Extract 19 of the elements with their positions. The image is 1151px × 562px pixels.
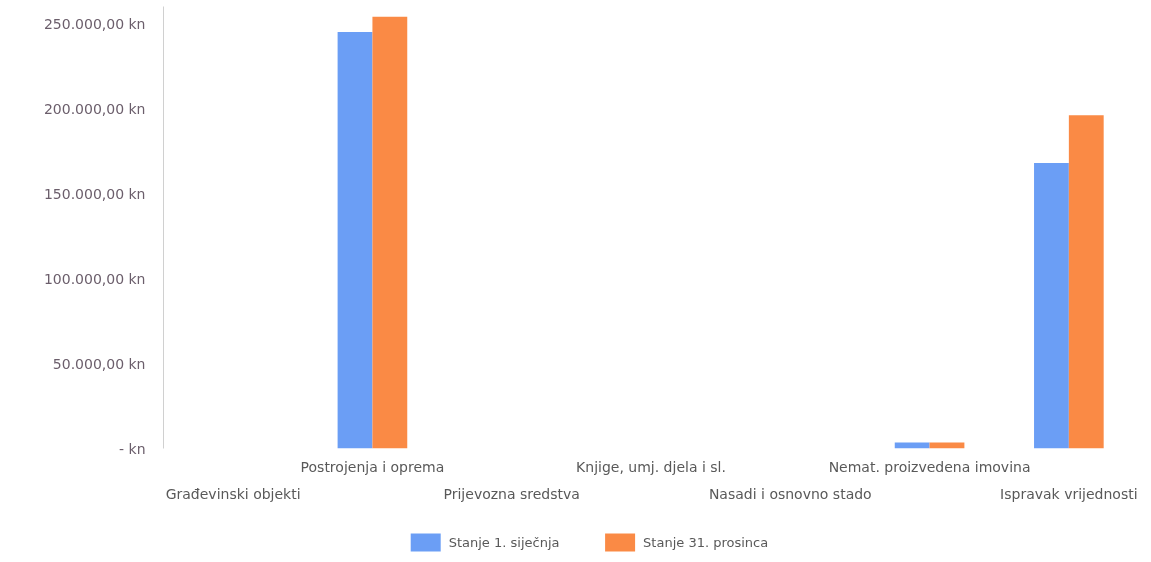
y-tick-label: 100.000,00 kn: [43, 270, 146, 287]
x-tick-label: Građevinski objekti: [165, 485, 301, 502]
x-tick-label: Nasadi i osnovno stado: [708, 485, 872, 502]
y-tick-label: 50.000,00 kn: [52, 355, 146, 372]
bar: [372, 16, 408, 449]
x-tick-label: Postrojenja i oprema: [300, 458, 445, 475]
x-tick-label: Prijevozna sredstva: [443, 485, 580, 502]
y-tick-label: 150.000,00 kn: [43, 185, 146, 202]
legend-label: Stanje 31. prosinca: [643, 535, 769, 550]
y-tick-label: 200.000,00 kn: [43, 100, 146, 117]
y-tick-label: 250.000,00 kn: [43, 15, 146, 32]
x-tick-label: Knjige, umj. djela i sl.: [576, 458, 726, 475]
bar: [337, 32, 373, 449]
legend-label: Stanje 1. siječnja: [448, 535, 560, 550]
x-tick-label: Nemat. proizvedena imovina: [828, 458, 1031, 475]
x-tick-label: Ispravak vrijednosti: [1000, 485, 1138, 502]
bar: [1034, 162, 1069, 449]
y-tick-label: - kn: [119, 440, 146, 457]
bar: [1068, 115, 1104, 449]
